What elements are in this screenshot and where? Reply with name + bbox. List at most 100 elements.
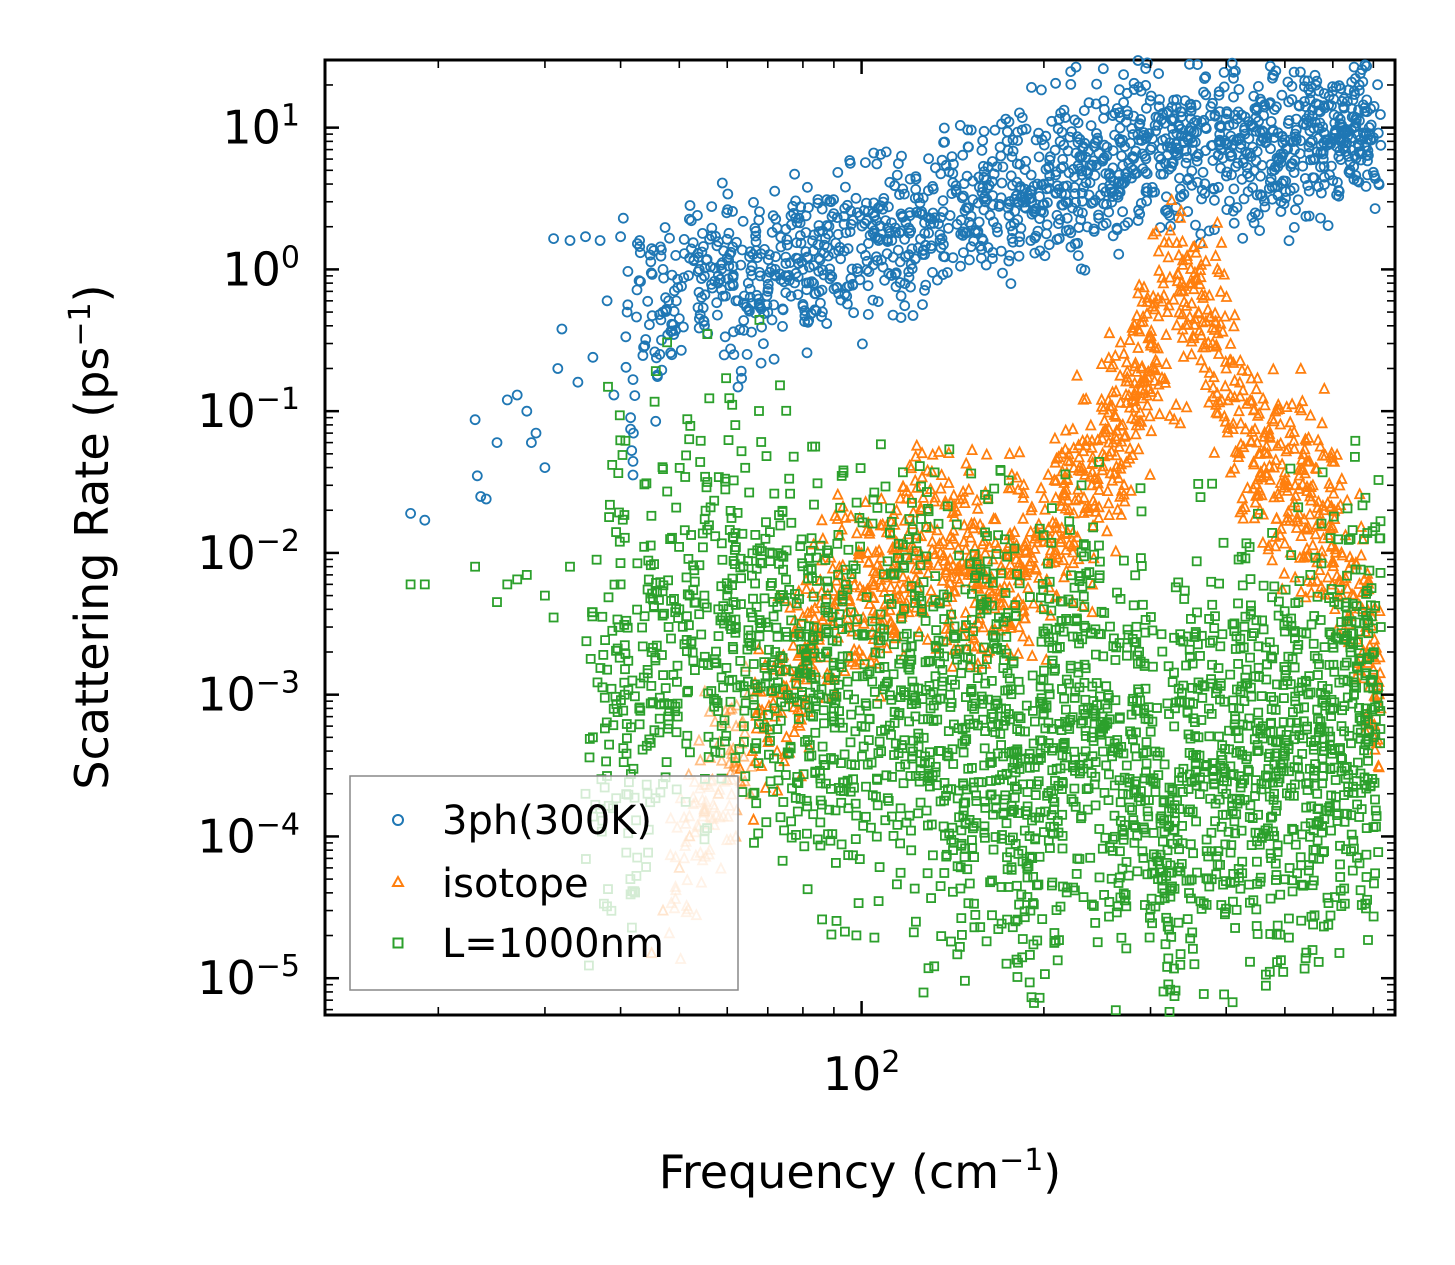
- data-point-square: [931, 625, 942, 635]
- data-point-circle: [628, 427, 639, 439]
- data-point-triangle: [1129, 427, 1142, 440]
- data-point-circle: [791, 217, 803, 229]
- data-point-circle: [684, 200, 696, 211]
- data-point-square: [1245, 800, 1256, 811]
- data-point-triangle: [1220, 289, 1233, 302]
- data-point-circle: [1363, 149, 1374, 161]
- data-point-square: [886, 516, 897, 527]
- data-point-triangle: [1203, 395, 1215, 408]
- data-point-triangle: [1170, 397, 1183, 410]
- data-point-triangle: [1141, 294, 1154, 307]
- data-point-circle: [859, 218, 871, 229]
- data-point-circle: [1063, 224, 1075, 236]
- data-point-square: [1294, 576, 1305, 586]
- data-point-square: [1356, 715, 1367, 725]
- data-point-square: [1328, 642, 1339, 653]
- data-point-square: [1243, 764, 1253, 775]
- data-point-circle: [650, 415, 662, 427]
- data-point-square: [851, 810, 862, 821]
- data-point-square: [957, 930, 967, 940]
- data-point-circle: [1255, 170, 1266, 182]
- data-point-triangle: [1103, 326, 1116, 339]
- data-point-square: [1370, 522, 1381, 533]
- data-point-circle: [984, 209, 996, 221]
- data-point-square: [1225, 669, 1236, 680]
- data-point-triangle: [1111, 502, 1124, 515]
- data-point-triangle: [1282, 504, 1295, 517]
- data-point-square: [907, 753, 918, 764]
- data-point-square: [698, 542, 708, 553]
- data-point-square: [1185, 839, 1196, 850]
- data-point-square: [1165, 860, 1176, 871]
- data-point-circle: [1156, 142, 1168, 154]
- data-point-circle: [950, 180, 962, 192]
- data-point-square: [1094, 872, 1105, 883]
- data-point-square: [1036, 693, 1047, 704]
- data-point-circle: [778, 276, 790, 288]
- data-point-square: [1305, 687, 1316, 698]
- data-point-circle: [1138, 127, 1150, 139]
- data-point-square: [1272, 957, 1282, 967]
- data-point-square: [1138, 599, 1148, 610]
- data-point-triangle: [1049, 490, 1062, 503]
- data-point-circle: [1334, 118, 1346, 129]
- data-point-triangle: [959, 542, 972, 555]
- data-point-square: [1264, 637, 1275, 648]
- data-point-square: [836, 797, 847, 808]
- data-point-square: [721, 373, 731, 384]
- data-point-square: [867, 616, 878, 627]
- data-point-square: [1346, 829, 1357, 840]
- data-point-square: [703, 731, 714, 742]
- data-point-square: [996, 568, 1006, 579]
- data-point-square: [1262, 659, 1272, 670]
- data-point-triangle: [1269, 453, 1282, 466]
- data-point-square: [1069, 582, 1080, 593]
- data-point-square: [605, 499, 615, 510]
- data-point-triangle: [1118, 494, 1131, 507]
- data-point-square: [1271, 929, 1282, 940]
- data-point-square: [1000, 790, 1011, 801]
- data-point-square: [726, 615, 736, 626]
- data-point-square: [979, 642, 989, 653]
- data-point-circle: [899, 300, 911, 312]
- data-point-square: [751, 798, 762, 809]
- data-point-circle: [907, 310, 919, 321]
- data-point-triangle: [1329, 545, 1342, 558]
- data-point-triangle: [1253, 483, 1266, 496]
- data-point-triangle: [1133, 278, 1146, 291]
- data-point-square: [1019, 912, 1030, 923]
- data-point-square: [853, 898, 864, 908]
- data-point-square: [643, 574, 654, 585]
- data-point-circle: [469, 414, 481, 426]
- data-point-circle: [770, 213, 782, 225]
- data-point-square: [1021, 700, 1032, 711]
- data-point-triangle: [1067, 441, 1080, 454]
- data-point-circle: [1290, 113, 1302, 125]
- data-points: [405, 55, 1387, 1017]
- data-point-circle: [1261, 132, 1273, 144]
- data-point-triangle: [1315, 544, 1328, 557]
- data-point-square: [982, 556, 993, 567]
- data-point-triangle: [1210, 405, 1223, 418]
- data-point-circle: [840, 181, 851, 193]
- data-point-circle: [1375, 139, 1387, 151]
- data-point-triangle: [1306, 538, 1319, 551]
- data-point-triangle: [932, 444, 945, 457]
- data-point-circle: [962, 141, 974, 153]
- data-point-triangle: [739, 659, 752, 672]
- data-point-square: [695, 435, 706, 446]
- data-point-triangle: [1077, 444, 1090, 457]
- data-point-circle: [693, 263, 705, 275]
- data-point-triangle: [1157, 276, 1170, 289]
- data-point-square: [839, 749, 850, 760]
- data-point-triangle: [971, 493, 983, 506]
- data-point-triangle: [1325, 555, 1338, 568]
- data-point-square: [769, 488, 780, 499]
- data-point-square: [673, 613, 683, 623]
- data-point-triangle: [1227, 422, 1239, 435]
- data-point-square: [1080, 709, 1091, 719]
- data-point-circle: [530, 427, 542, 439]
- data-point-circle: [1353, 104, 1364, 116]
- data-point-circle: [1113, 169, 1125, 181]
- data-point-square: [1214, 578, 1224, 589]
